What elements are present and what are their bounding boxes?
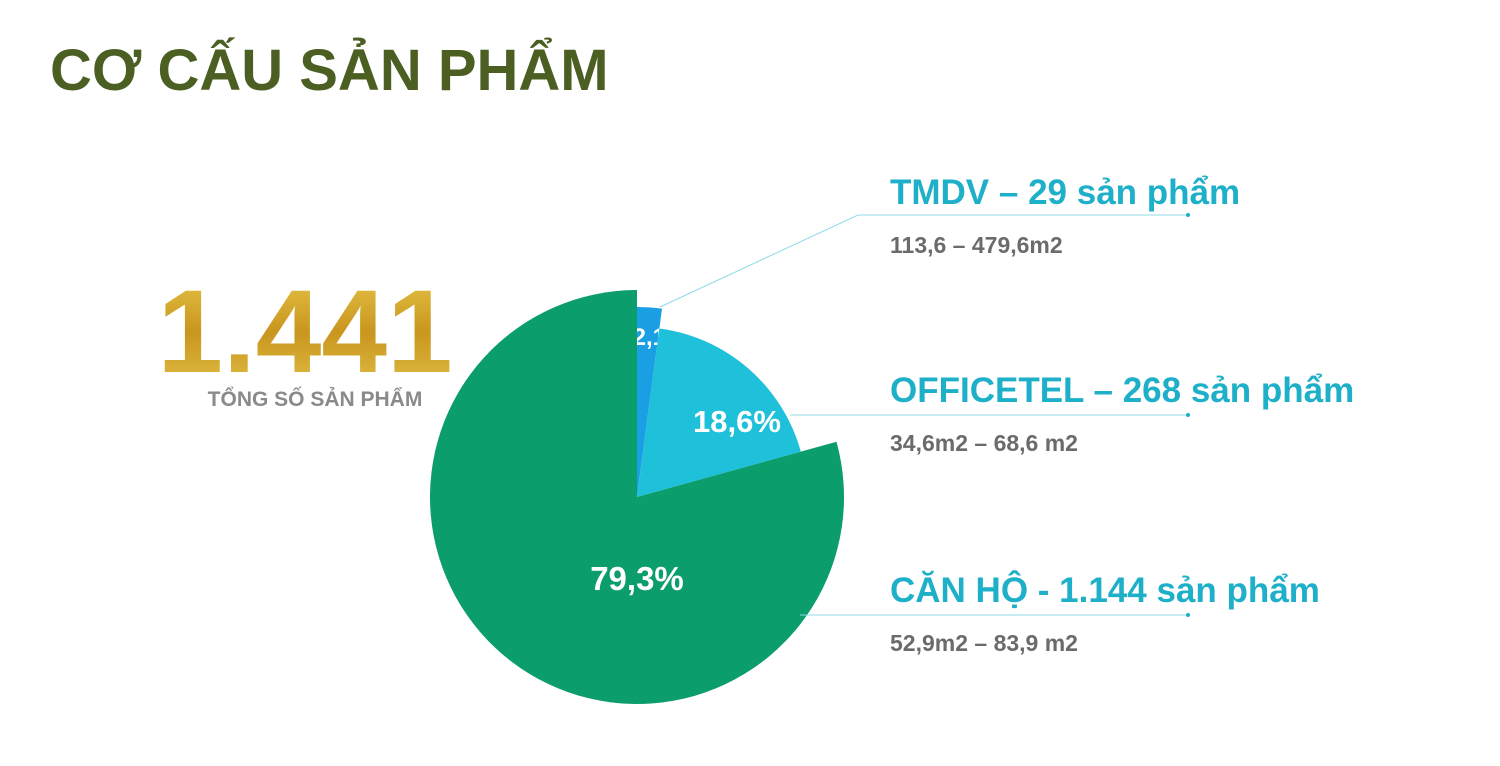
legend-label: OFFICETEL – 268 sản phẩm [890,371,1354,410]
pie-slice [637,328,801,497]
legend: TMDV – 29 sản phẩm 113,6 – 479,6m2 OFFICET… [659,173,1354,656]
leader-dot [1186,413,1190,417]
pie-slice [429,290,844,704]
legend-label: TMDV – 29 sản phẩm [890,173,1240,212]
data-label: 18,6% [693,404,781,439]
title: CƠ CẤU SẢN PHẨM [50,38,609,103]
legend-detail: 113,6 – 479,6m2 [890,232,1063,258]
leader-dot [1186,213,1190,217]
legend-detail: 34,6m2 – 68,6 m2 [890,430,1078,456]
pie: 2,1%18,6%79,3% [429,290,844,704]
legend-detail: 52,9m2 – 83,9 m2 [890,630,1078,656]
legend-label: CĂN HỘ - 1.144 sản phẩm [890,570,1320,610]
pie-slice [637,307,662,497]
total: 1.441 [157,266,452,398]
total-label: TỔNG SỐ SẢN PHẨM [208,387,423,411]
leader-dot [1186,613,1190,617]
data-label: 79,3% [590,560,684,597]
leader-line [659,214,1188,308]
